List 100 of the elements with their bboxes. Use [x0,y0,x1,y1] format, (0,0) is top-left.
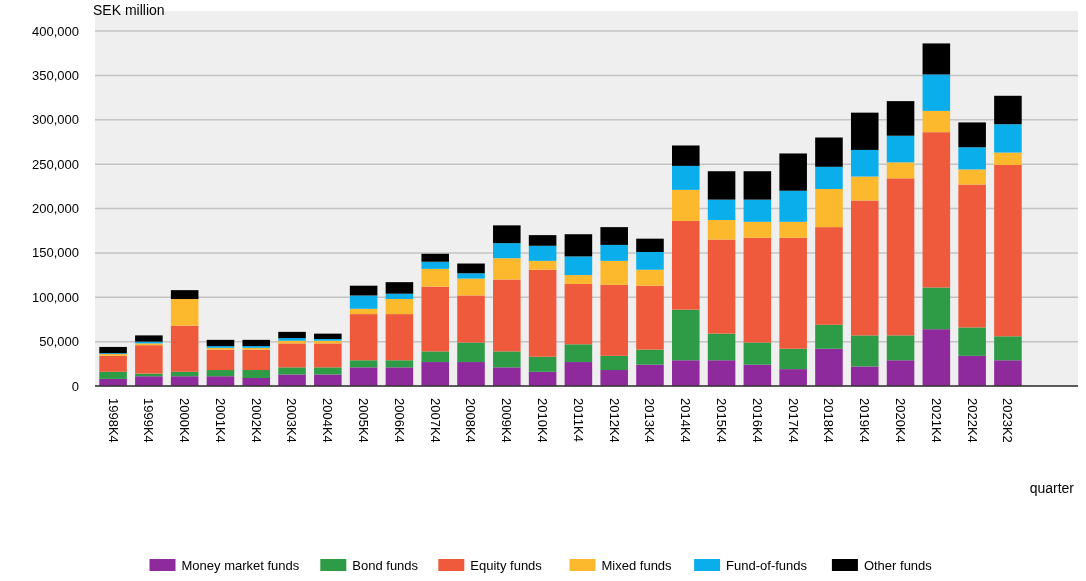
bar [922,74,951,111]
bar [743,342,772,365]
bar [815,137,843,167]
bar [421,261,449,269]
bar [707,333,736,361]
x-tick-label: 2021K4 [928,398,944,443]
bar [564,256,593,276]
x-tick-label: 2022K4 [964,398,980,443]
bar [421,351,449,363]
bar [528,260,557,270]
bar [206,349,235,371]
bar [994,360,1022,386]
x-tick-label: 2016K4 [749,398,765,443]
x-tick-label: 2003K4 [284,398,300,443]
bar [600,260,628,285]
bar [636,269,664,286]
bar [385,293,414,300]
bar [457,342,485,363]
bar [314,343,342,368]
bar [815,227,843,325]
bar [672,309,700,361]
x-tick-label: 2009K4 [499,398,515,443]
bar [493,351,521,368]
y-tick-label: 200,000 [32,201,79,217]
x-tick-label: 2018K4 [821,398,837,443]
bar [743,364,772,386]
bar [493,243,521,259]
bar [600,370,628,386]
y-tick-label: 0 [71,378,79,394]
bar [170,290,199,300]
y-tick-label: 250,000 [32,156,79,172]
bar [779,237,807,349]
legend-label: Fund-of-funds [726,558,808,573]
bar [421,286,449,352]
bar [779,369,807,386]
x-tick-label: 2001K4 [212,398,228,443]
bar [850,176,879,201]
bar [958,355,986,386]
bar [707,239,736,334]
bar [170,325,199,372]
bar [242,339,271,347]
x-tick-label: 2019K4 [857,398,873,443]
x-tick-label: 2006K4 [391,398,407,443]
bar [779,221,807,238]
bar [457,278,485,296]
bar [672,360,700,386]
bar [99,355,127,372]
bar [958,327,986,356]
bar [958,147,986,170]
bar [743,171,772,200]
bar [743,199,772,222]
bar [564,275,593,284]
y-tick-label: 300,000 [32,112,79,128]
bar [707,360,736,386]
x-tick-label: 2005K4 [356,398,372,443]
legend-label: Equity funds [470,558,543,573]
bar [528,356,557,372]
bar [886,335,915,361]
bar [135,345,163,374]
bar [278,367,306,375]
bar [385,282,414,294]
legend-label: Bond funds [352,558,419,573]
bar [206,339,235,347]
x-tick-label: 1999K4 [141,398,157,443]
bar [349,295,378,309]
bar [958,122,986,148]
bar [564,283,593,345]
bar [493,367,521,386]
bar [170,299,199,326]
bar [493,225,521,244]
bar [493,279,521,352]
bar [994,152,1022,166]
bar [421,253,449,262]
bar [779,190,807,222]
x-tick-label: 2011K4 [570,398,586,442]
bar [886,178,915,336]
x-tick-label: 2012K4 [606,398,622,443]
bar [600,284,628,356]
bar [672,165,700,190]
bar [922,110,951,133]
bar [349,308,378,315]
y-tick-label: 50,000 [39,334,79,350]
x-tick-label: 2007K4 [427,398,443,443]
bar [958,169,986,185]
bar [493,258,521,280]
bar [886,162,915,179]
y-tick-label: 400,000 [32,23,79,39]
bar [994,124,1022,153]
bar [600,227,628,245]
x-tick-label: 2010K4 [535,398,551,443]
bar [850,112,879,150]
bar [349,314,378,361]
bar [242,370,271,379]
bar [457,263,485,274]
bar [994,165,1022,337]
bar [672,189,700,221]
bar [850,335,879,367]
bar [636,285,664,350]
bar [636,364,664,386]
bar [314,367,342,375]
